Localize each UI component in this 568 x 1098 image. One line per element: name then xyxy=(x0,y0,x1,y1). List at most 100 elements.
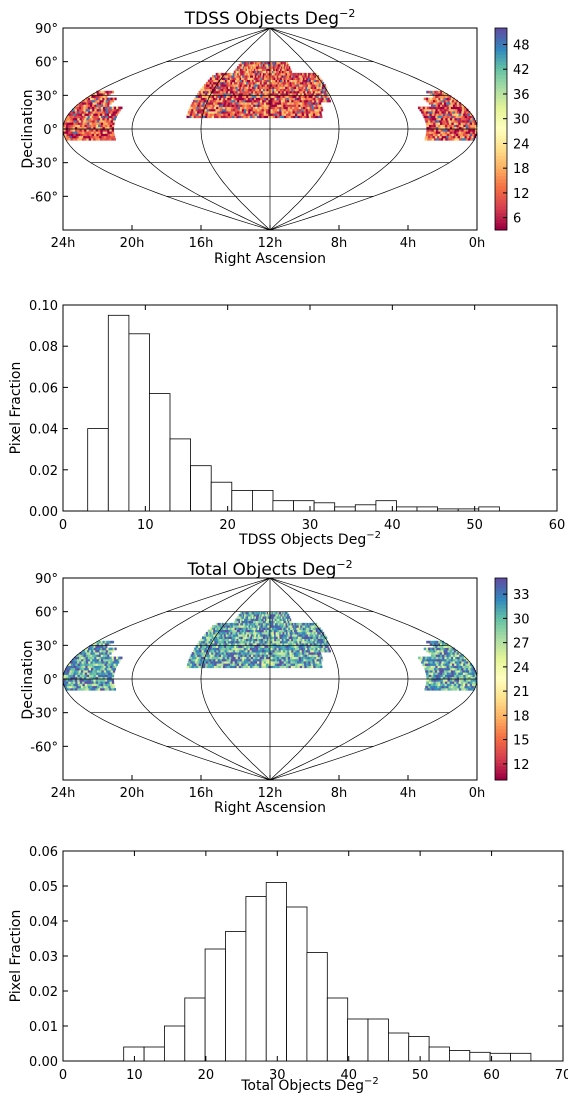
map-pixel xyxy=(93,133,97,137)
map-pixel xyxy=(237,647,240,651)
map-pixel xyxy=(190,661,193,664)
hist-bar xyxy=(408,1036,430,1062)
map-pixel xyxy=(293,86,297,89)
map-pixel xyxy=(316,108,319,112)
colorbar-segment xyxy=(495,746,507,751)
map-pixel xyxy=(270,625,272,628)
map-pixel xyxy=(104,117,107,121)
map-pixel xyxy=(223,102,226,105)
map-xtick-label: 0h xyxy=(469,786,486,801)
map-pixel xyxy=(102,656,106,660)
map-pixel xyxy=(226,75,229,78)
map-pixel xyxy=(272,656,275,660)
map-pixel xyxy=(467,681,471,684)
map-pixel xyxy=(211,636,214,639)
map-pixel xyxy=(276,629,279,633)
map-pixel xyxy=(219,629,222,633)
map-pixel xyxy=(318,95,321,98)
map-pixel xyxy=(435,124,439,128)
map-pixel xyxy=(93,104,97,107)
map-pixel xyxy=(313,93,316,96)
map-pixel xyxy=(262,86,265,89)
map-pixel xyxy=(437,672,440,675)
map-pixel xyxy=(68,683,72,687)
map-pixel xyxy=(261,661,264,664)
map-pixel xyxy=(443,649,446,653)
tdss-hist-ticks: 0 10 20 30 40 50 600.000.020.040.060.080.10 xyxy=(29,299,565,533)
map-pixel xyxy=(280,106,284,110)
map-pixel xyxy=(90,652,93,655)
colorbar-segment xyxy=(495,648,507,653)
map-pixel xyxy=(450,685,453,689)
map-pixel xyxy=(456,138,459,141)
map-pixel xyxy=(225,661,229,664)
map-pixel xyxy=(111,649,115,653)
map-pixel xyxy=(95,97,99,101)
map-pixel xyxy=(238,63,241,67)
map-pixel xyxy=(99,663,103,666)
map-pixel xyxy=(274,97,277,101)
map-pixel xyxy=(248,634,251,637)
map-meridian xyxy=(200,577,271,781)
map-pixel xyxy=(191,663,195,666)
map-pixel xyxy=(260,66,263,69)
map-pixel xyxy=(191,115,194,119)
map-pixel xyxy=(307,84,310,87)
map-pixel xyxy=(429,647,433,651)
map-pixel xyxy=(263,631,266,635)
map-pixel xyxy=(470,665,474,669)
map-pixel xyxy=(240,649,244,653)
map-pixel xyxy=(261,613,263,617)
map-pixel xyxy=(259,616,262,619)
map-pixel xyxy=(81,674,85,678)
map-pixel xyxy=(432,645,436,648)
map-pixel xyxy=(107,111,111,114)
map-pixel xyxy=(90,124,94,128)
map-pixel xyxy=(221,627,224,630)
map-pixel xyxy=(283,90,286,94)
map-pixel xyxy=(267,652,271,655)
map-pixel xyxy=(224,97,228,101)
map-pixel xyxy=(271,70,274,74)
map-pixel xyxy=(301,631,304,635)
map-pixel xyxy=(237,634,240,637)
map-pixel xyxy=(434,115,438,119)
map-pixel xyxy=(281,640,284,644)
map-pixel xyxy=(81,113,85,116)
map-pixel xyxy=(109,683,113,687)
map-pixel xyxy=(201,658,205,662)
map-pixel xyxy=(319,636,322,639)
map-pixel xyxy=(96,665,99,669)
map-pixel xyxy=(251,75,254,78)
map-pixel xyxy=(426,131,429,134)
map-pixel xyxy=(297,81,300,85)
map-pixel xyxy=(270,93,273,96)
map-pixel xyxy=(245,622,248,626)
map-pixel xyxy=(238,88,241,92)
map-pixel xyxy=(231,631,234,635)
map-pixel xyxy=(261,84,264,87)
map-pixel xyxy=(222,629,225,633)
map-pixel xyxy=(86,649,90,653)
map-pixel xyxy=(299,649,302,653)
map-pixel xyxy=(427,685,431,689)
map-pixel xyxy=(215,622,218,626)
map-pixel xyxy=(310,86,313,89)
map-pixel xyxy=(443,104,447,107)
map-pixel xyxy=(81,102,85,105)
map-pixel xyxy=(458,102,461,105)
map-pixel xyxy=(101,649,104,653)
map-pixel xyxy=(273,629,276,633)
map-pixel xyxy=(207,636,210,639)
map-pixel xyxy=(315,625,318,628)
map-pixel xyxy=(115,113,118,116)
map-pixel xyxy=(117,656,121,660)
map-pixel xyxy=(291,629,294,633)
map-pixel xyxy=(67,131,71,134)
colorbar-segment xyxy=(495,682,507,687)
map-pixel xyxy=(321,647,324,651)
hist-bar xyxy=(416,506,439,512)
map-pixel xyxy=(292,661,295,664)
map-pixel xyxy=(66,685,70,689)
map-pixel xyxy=(444,131,448,134)
